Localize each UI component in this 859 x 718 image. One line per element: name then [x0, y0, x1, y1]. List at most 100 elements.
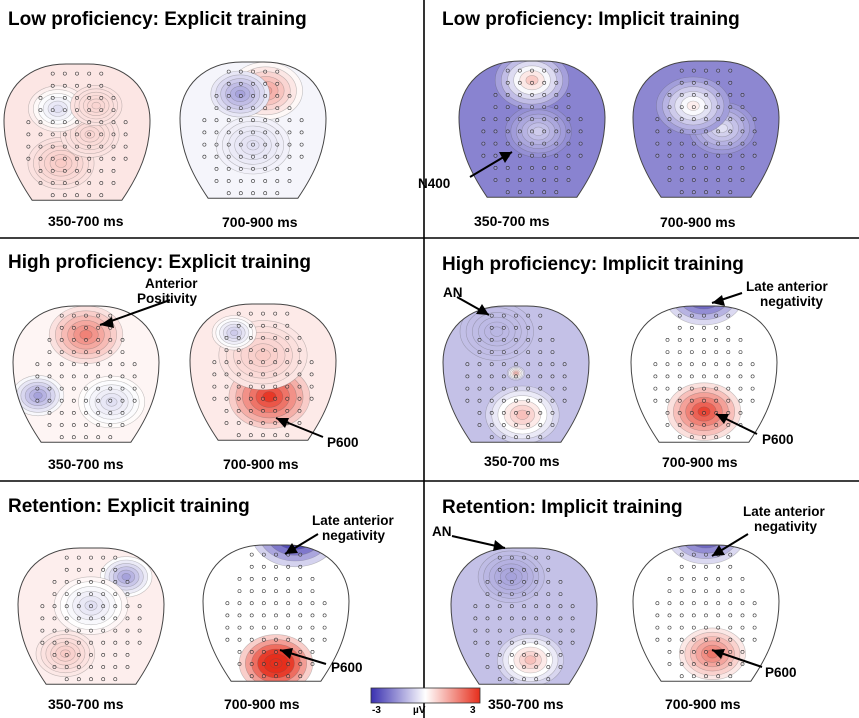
electrode [59, 374, 64, 379]
electrode [310, 601, 315, 606]
electrode [477, 374, 482, 379]
contour-band [55, 158, 67, 168]
scalp-map-p3-m1 [630, 305, 778, 443]
electrode [691, 178, 696, 182]
electrode [485, 616, 490, 621]
electrode [38, 120, 43, 125]
electrode [740, 613, 745, 618]
electrode [726, 350, 731, 355]
electrode [493, 105, 498, 110]
electrode [691, 105, 696, 110]
electrode [691, 564, 696, 569]
electrode [248, 396, 253, 401]
electrode [64, 555, 69, 560]
electrode [101, 653, 106, 657]
electrode [716, 589, 721, 594]
electrode [111, 108, 116, 113]
electrode [64, 665, 69, 669]
electrode [554, 190, 559, 195]
electrode [87, 132, 92, 137]
scalp-map-p4-m0 [17, 547, 165, 685]
electrode [249, 650, 254, 654]
electrode [752, 613, 757, 618]
electrode [96, 374, 101, 379]
electrode [297, 372, 302, 377]
electrode [111, 120, 116, 125]
electrode [62, 120, 67, 125]
electrode [38, 96, 43, 100]
electrode [752, 153, 757, 158]
electrode [261, 323, 265, 328]
electrode [251, 166, 255, 171]
electrode [237, 637, 242, 642]
time-label-high-explicit-2: 700-900 ms [223, 456, 299, 472]
electrode [714, 337, 719, 342]
electrode [248, 311, 253, 316]
electrode [489, 350, 494, 355]
electrode [226, 166, 231, 171]
electrode [286, 637, 291, 642]
electrode [89, 567, 93, 572]
electrode [101, 665, 106, 669]
electrode [273, 384, 278, 389]
electrode [501, 410, 506, 415]
electrode [263, 69, 268, 74]
electrode [285, 360, 290, 365]
electrode [249, 589, 254, 594]
electrode [71, 313, 76, 318]
electrode [689, 398, 694, 403]
electrode [225, 625, 230, 630]
electrode [530, 129, 534, 134]
electrode [679, 153, 684, 158]
electrode [75, 144, 79, 149]
electrode [137, 616, 142, 621]
electrode [286, 625, 291, 630]
electrode [248, 384, 253, 389]
electrode [497, 616, 502, 621]
electrode [517, 165, 522, 170]
electrode [50, 96, 55, 100]
electrode [497, 580, 502, 584]
electrode [113, 555, 118, 560]
electrode [679, 68, 684, 73]
electrode [298, 650, 303, 654]
panel-title-low-implicit: Low proficiency: Implicit training [442, 9, 740, 30]
electrode [538, 350, 543, 355]
electrode [248, 433, 253, 438]
electrode [125, 616, 130, 621]
contour-band [84, 130, 96, 139]
electrode [111, 156, 116, 161]
electrode [546, 665, 551, 669]
electrode [273, 433, 278, 438]
electrode [96, 325, 101, 330]
electrode [522, 677, 526, 682]
electrode [89, 555, 93, 560]
electrode [113, 628, 118, 633]
electrode [562, 374, 567, 379]
electrode [473, 628, 478, 633]
electrode [691, 674, 696, 679]
electrode [481, 129, 486, 134]
electrode [497, 604, 502, 609]
electrode [99, 144, 104, 149]
electrode [214, 130, 219, 135]
electrode [238, 130, 243, 135]
electrode [273, 360, 278, 365]
contour-band [265, 544, 325, 556]
electrode [52, 604, 57, 609]
electrode [263, 166, 268, 171]
electrode [273, 372, 278, 377]
electrode [224, 384, 229, 389]
electrode [517, 153, 522, 158]
electrode [212, 384, 217, 389]
electrode [275, 106, 280, 111]
electrode [59, 410, 64, 415]
electrode [679, 141, 684, 146]
electrode [542, 190, 547, 195]
electrode [40, 628, 45, 633]
electrode [655, 141, 660, 146]
electrode [96, 398, 101, 403]
electrode [517, 129, 522, 134]
electrode [64, 616, 69, 621]
electrode [89, 580, 93, 584]
